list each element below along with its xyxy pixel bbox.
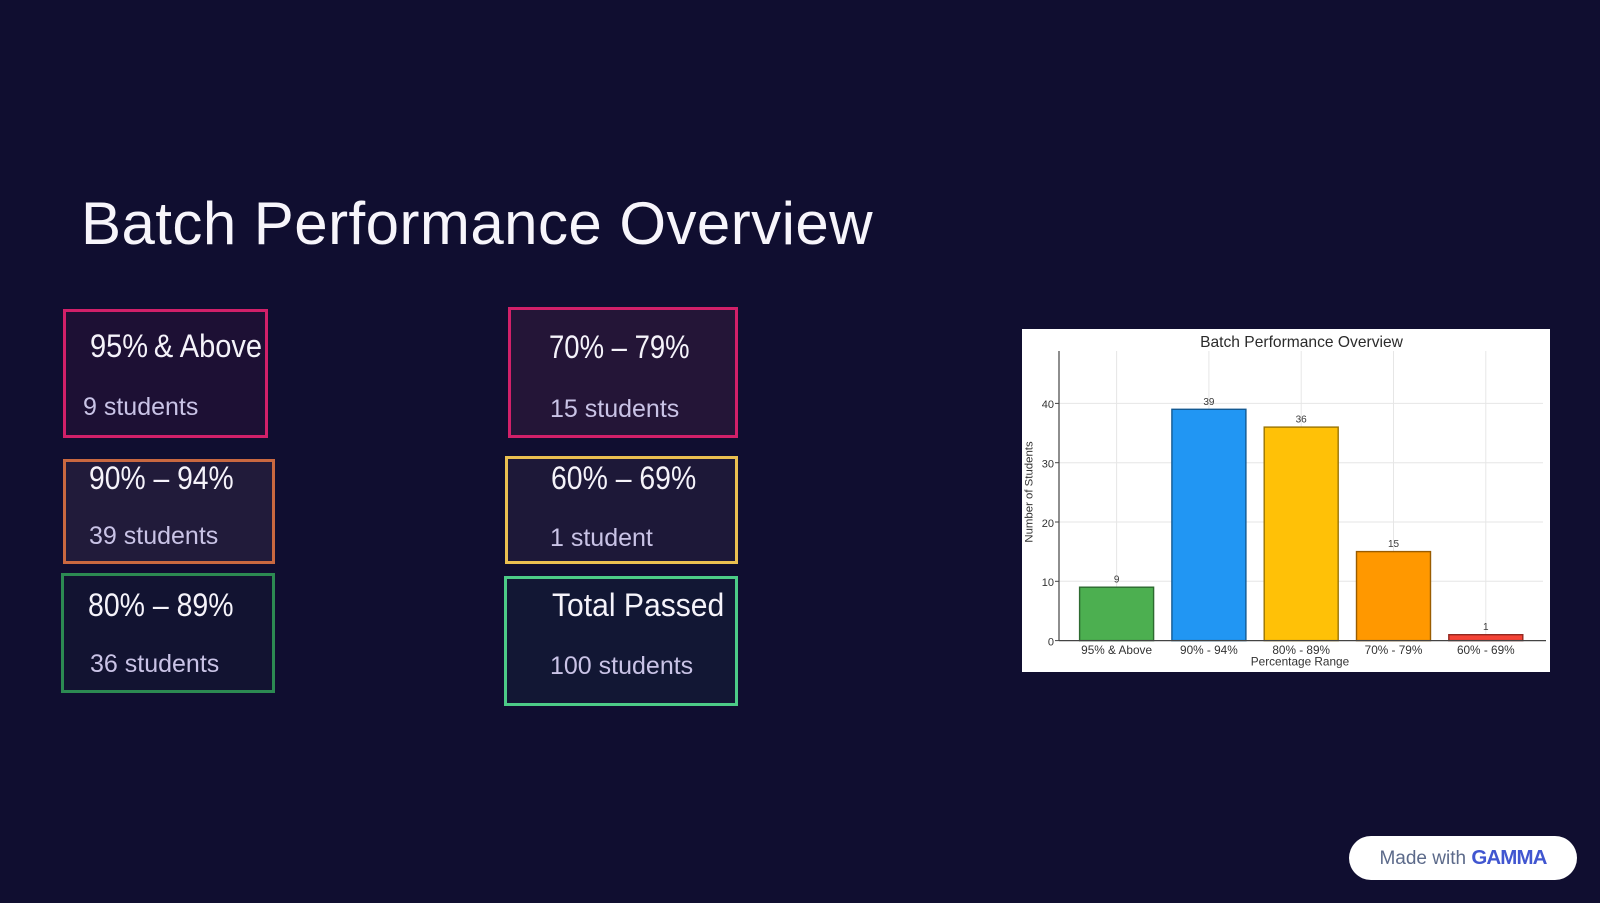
svg-text:15: 15 xyxy=(1388,539,1400,550)
svg-text:90% - 94%: 90% - 94% xyxy=(1180,643,1238,657)
svg-text:0: 0 xyxy=(1048,636,1054,648)
svg-text:1: 1 xyxy=(1483,622,1489,633)
svg-text:60% - 69%: 60% - 69% xyxy=(1457,643,1515,657)
svg-text:39: 39 xyxy=(1203,397,1215,408)
svg-text:36: 36 xyxy=(1296,415,1308,426)
svg-text:Batch Performance Overview: Batch Performance Overview xyxy=(1200,334,1404,351)
svg-text:10: 10 xyxy=(1042,577,1054,589)
svg-text:Number of Students: Number of Students xyxy=(1024,441,1036,543)
svg-text:40: 40 xyxy=(1042,399,1054,411)
svg-text:9: 9 xyxy=(1114,575,1120,586)
svg-text:80% - 89%: 80% - 89% xyxy=(1272,643,1330,657)
svg-text:Percentage Range: Percentage Range xyxy=(1251,655,1350,669)
svg-text:95% & Above: 95% & Above xyxy=(1081,643,1152,657)
svg-text:30: 30 xyxy=(1042,459,1054,471)
svg-text:70% - 79%: 70% - 79% xyxy=(1365,643,1423,657)
svg-text:20: 20 xyxy=(1042,518,1054,530)
